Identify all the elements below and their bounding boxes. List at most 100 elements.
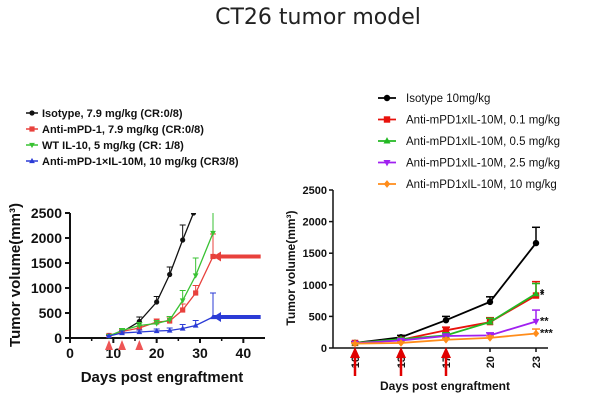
significance-label: *** [540,327,554,339]
data-point [532,289,540,297]
x-axis-label: Days post engraftment [81,369,244,386]
y-tick-label: 1500 [303,248,327,260]
dosing-arrow [118,340,126,350]
data-point [119,329,125,336]
y-tick-label: 2000 [31,230,62,246]
data-point [136,323,143,329]
left-data [106,213,261,340]
y-tick-label: 500 [39,305,63,321]
series-line [108,232,214,337]
legend-label: Isotype, 7.9 mg/kg (CR:0/8) [42,108,183,120]
legend-label: Isotype 10mg/kg [406,93,490,105]
legend-marker [383,116,391,123]
series-plateau-head [213,251,221,262]
data-point [486,298,494,306]
data-point [210,253,216,260]
legend-marker [383,180,391,188]
y-tick-label: 0 [54,330,62,346]
y-axis-label: Tumor volume(mm³) [7,203,24,347]
x-tick-label: 40 [236,345,252,361]
series-3 [106,292,261,339]
series-line [108,316,214,337]
legend-label: Anti-mPD-1×IL-10M, 10 mg/kg (CR3/8) [42,156,239,168]
data-point [154,299,160,305]
data-point [442,316,450,324]
data-point [180,307,186,313]
legend-marker [383,94,391,102]
x-tick-label: 30 [192,345,208,361]
dosing-arrow [105,340,113,350]
x-tick-label: 0 [66,345,74,361]
data-point [192,322,199,328]
y-axis-label: Tumor volume(mm³) [284,210,298,325]
legend-marker [29,110,35,116]
data-point [179,325,186,331]
data-point [180,237,186,243]
data-point [486,318,494,325]
legend-marker [29,157,35,164]
data-point [153,321,160,327]
dosing-arrow [441,347,451,358]
legend-label: Anti-mPD1xIL-10M, 0.5 mg/kg [406,136,560,148]
data-point [210,313,216,320]
y-tick-label: 2500 [31,205,62,221]
legend-label: Anti-mPD1xIL-10M, 2.5 mg/kg [406,158,560,170]
series-0 [106,213,197,339]
series-2 [106,213,216,340]
data-point [532,239,540,247]
x-tick-label: 20 [485,356,497,368]
y-tick-label: 2000 [303,217,327,229]
data-point [179,298,186,304]
legend-label: Anti-mPD-1, 7.9 mg/kg (CR:0/8) [42,124,204,136]
right-legend: Isotype 10mg/kg Anti-mPD1xIL-10M, 0.1 mg/… [378,93,560,191]
dosing-arrow [396,347,406,358]
right-chart: 050010001500200025001013172023Days post … [284,93,560,393]
legend-marker [29,126,35,132]
legend-marker [29,142,35,149]
legend-marker [383,137,391,144]
data-point [210,230,216,237]
legend-label: WT IL-10, 5 mg/kg (CR: 1/8) [42,140,184,152]
legend-label: Anti-mPD1xIL-10M, 0.1 mg/kg [406,115,560,127]
x-axis-label: Days post engraftment [380,379,510,393]
data-point [486,334,494,342]
data-point [532,318,540,326]
y-tick-label: 500 [309,311,327,323]
y-tick-label: 1000 [303,280,327,292]
left-legend: Isotype, 7.9 mg/kg (CR:0/8) Anti-mPD-1, 7… [26,108,239,168]
data-point [166,317,173,324]
series-line [108,256,214,337]
y-tick-label: 1000 [31,280,62,296]
x-tick-label: 23 [531,356,543,368]
significance-label: ** [540,315,549,327]
data-point [192,273,199,279]
significance-label: * [540,288,545,300]
dosing-arrow [350,347,360,358]
data-point [153,327,160,334]
data-point [166,327,173,333]
significance-label: * [540,290,545,302]
series-4: *** [351,327,554,348]
series-plateau-head [213,312,221,322]
data-point [532,329,540,338]
y-tick-label: 0 [321,343,327,355]
series-line [108,213,195,337]
x-tick-label: 20 [149,345,165,361]
data-point [136,328,143,335]
y-tick-label: 2500 [303,185,327,197]
data-point [167,271,173,278]
series-1 [106,233,261,339]
data-point [193,290,199,296]
data-point [442,335,450,344]
legend-label: Anti-mPD1xIL-10M, 10 mg/kg [406,179,557,191]
data-point [106,332,112,339]
dosing-arrow [135,340,144,350]
data-point [442,327,450,334]
data-point [351,339,359,348]
y-tick-label: 1500 [31,255,62,271]
data-point [397,339,405,347]
data-point [190,213,197,216]
figure-title: CT26 tumor model [215,5,421,30]
